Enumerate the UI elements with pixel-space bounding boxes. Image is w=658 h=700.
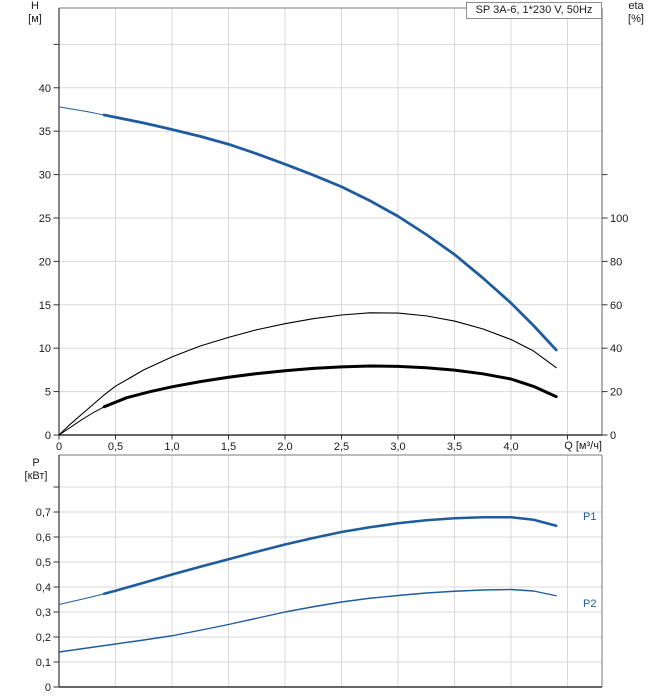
right-axis-unit-label: eta [%]	[620, 0, 652, 26]
h-axis-tick-label: 10	[39, 343, 51, 355]
p-axis-tick-label: 0,3	[36, 607, 51, 619]
h-axis-tick-label: 30	[39, 170, 51, 182]
h-axis-tick-label: 35	[39, 126, 51, 138]
curve-eta-curve-thin-black-	[58, 312, 557, 436]
curve-p1-lead	[58, 593, 105, 605]
q-axis-tick-label: 0	[56, 441, 62, 453]
curve-eta-curve-thick-black--lead	[58, 406, 105, 436]
eta-axis-tick-label: 80	[610, 256, 622, 268]
power-axis-unit: [кВт]	[24, 470, 48, 482]
h-axis-tick-label: 25	[39, 213, 51, 225]
left-axis-unit-label: H [м]	[22, 0, 48, 26]
curve-eta-curve-thick-black-	[102, 364, 558, 409]
p-axis-tick-label: 0,6	[36, 532, 51, 544]
q-axis-tick-label: 2,5	[334, 441, 349, 453]
eta-axis-tick-label: 100	[610, 213, 628, 225]
p2-series-label: P2	[583, 598, 597, 610]
p-axis-tick-label: 0	[45, 682, 51, 694]
curve-h-blue-head-curve-	[102, 113, 558, 352]
eta-axis-tick-label: 40	[610, 343, 622, 355]
left-axis-quantity: H	[31, 0, 39, 12]
power-axis-quantity: P	[32, 457, 40, 469]
q-axis-tick-label: 1,0	[164, 441, 179, 453]
curve-p2	[58, 588, 557, 653]
x-axis-label: Q [м³/ч]	[564, 440, 602, 452]
curve-h-blue-head-curve--lead	[58, 106, 105, 116]
p-axis-tick-label: 0,1	[36, 657, 51, 669]
curve-p1	[102, 515, 558, 596]
q-axis-tick-label: 3,5	[447, 441, 462, 453]
left-axis-unit: [м]	[28, 13, 42, 25]
eta-axis-tick-label: 0	[610, 430, 616, 442]
eta-axis-tick-label: 60	[610, 300, 622, 312]
right-axis-quantity: eta	[628, 0, 644, 12]
p-axis-tick-label: 0,7	[36, 507, 51, 519]
q-axis-tick-label: 1,5	[221, 441, 236, 453]
h-axis-tick-label: 0	[45, 430, 51, 442]
p1-series-label: P1	[583, 511, 597, 523]
h-axis-tick-label: 40	[39, 83, 51, 95]
h-axis-tick-label: 20	[39, 256, 51, 268]
h-axis-tick-label: 5	[45, 387, 51, 399]
p-axis-tick-label: 0,5	[36, 557, 51, 569]
power-axis-unit-label: P [кВт]	[20, 457, 52, 483]
pump-model-title-box: SP 3A-6, 1*230 V, 50Hz	[466, 2, 602, 19]
q-axis-tick-label: 3,0	[390, 441, 405, 453]
q-axis-tick-label: 4,0	[503, 441, 518, 453]
q-axis-tick-label: 0,5	[108, 441, 123, 453]
p-axis-tick-label: 0,2	[36, 632, 51, 644]
p-axis-tick-label: 0,4	[36, 582, 51, 594]
right-axis-unit: [%]	[628, 13, 644, 25]
q-axis-tick-label: 2,0	[277, 441, 292, 453]
h-axis-tick-label: 15	[39, 300, 51, 312]
eta-axis-tick-label: 20	[610, 387, 622, 399]
